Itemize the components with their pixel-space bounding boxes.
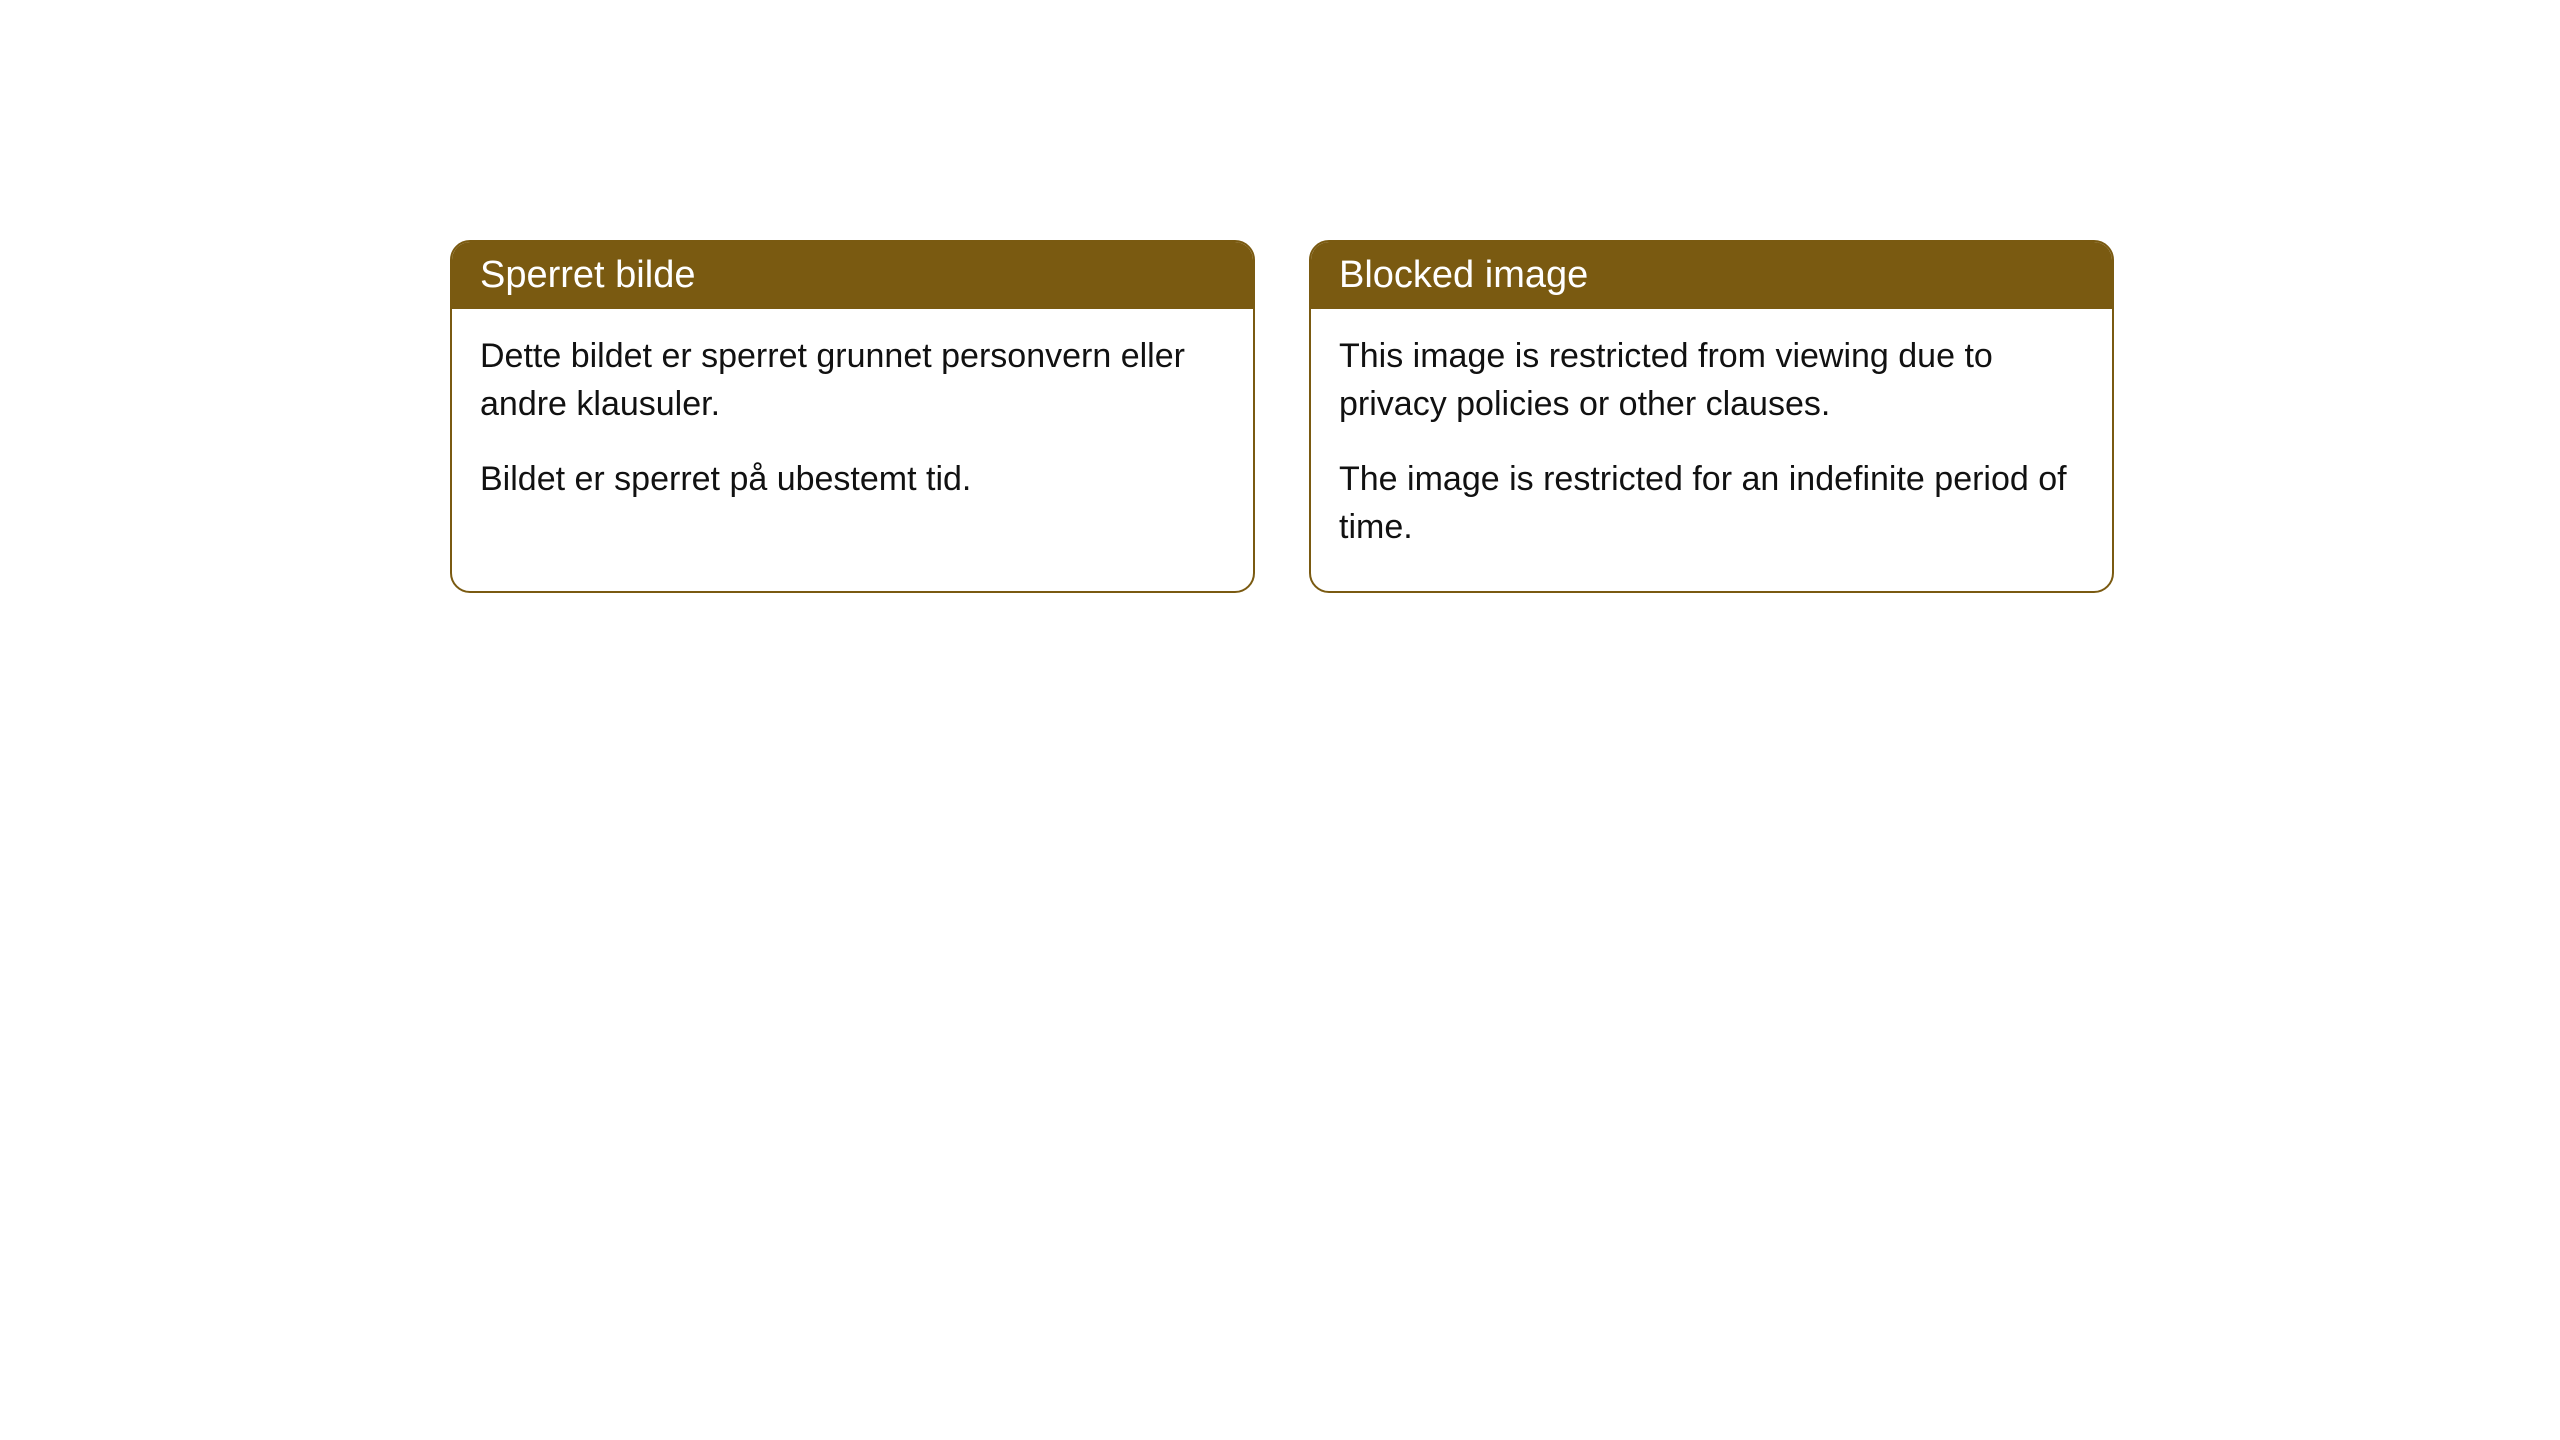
- blocked-image-card-english: Blocked image This image is restricted f…: [1309, 240, 2114, 593]
- card-title: Sperret bilde: [480, 254, 695, 296]
- card-paragraph-2: The image is restricted for an indefinit…: [1339, 456, 2084, 551]
- card-header: Blocked image: [1311, 242, 2112, 309]
- card-title: Blocked image: [1339, 254, 1588, 296]
- card-body: Dette bildet er sperret grunnet personve…: [452, 309, 1253, 544]
- cards-container: Sperret bilde Dette bildet er sperret gr…: [0, 0, 2560, 593]
- card-header: Sperret bilde: [452, 242, 1253, 309]
- blocked-image-card-norwegian: Sperret bilde Dette bildet er sperret gr…: [450, 240, 1255, 593]
- card-body: This image is restricted from viewing du…: [1311, 309, 2112, 591]
- card-paragraph-2: Bildet er sperret på ubestemt tid.: [480, 456, 1225, 504]
- card-paragraph-1: This image is restricted from viewing du…: [1339, 333, 2084, 428]
- card-paragraph-1: Dette bildet er sperret grunnet personve…: [480, 333, 1225, 428]
